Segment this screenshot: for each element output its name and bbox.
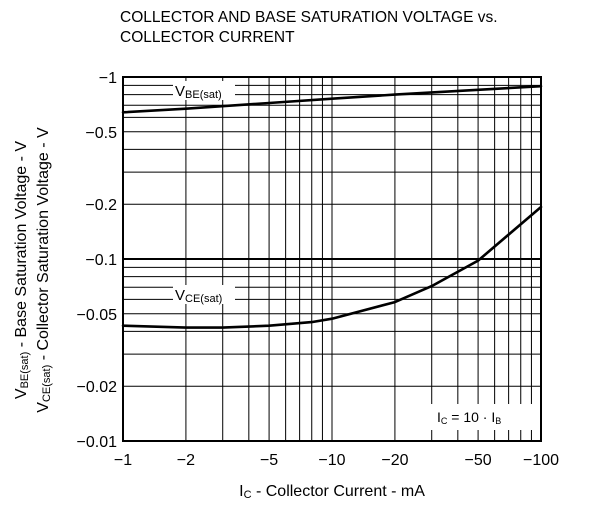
series-label-bg: [173, 81, 235, 100]
y-tick-label: −0.01: [77, 434, 118, 451]
annotation-bg: [430, 404, 534, 430]
chart-title: COLLECTOR AND BASE SATURATION VOLTAGE vs…: [120, 8, 498, 48]
y-tick-label: −0.2: [85, 197, 117, 214]
x-tick-label: −100: [523, 452, 559, 469]
labels: VBE(sat) VCE(sat) IC = 10 · IB IC - Collect…: [13, 81, 534, 501]
plot-frame: [122, 76, 542, 442]
curves: [121, 84, 543, 329]
y-axis-label-vce: VCE(sat) - Collector Saturation Voltage …: [35, 127, 53, 413]
x-tick-label: −1: [114, 452, 132, 469]
series-line-vbe-sat: [121, 84, 543, 114]
y-tick-label: −0.1: [85, 252, 117, 269]
y-tick-label: −0.02: [77, 379, 118, 396]
y-tick-label: −1: [99, 70, 117, 87]
tick-labels: −1 −2 −5 −10 −20 −50 −100 −1 −0.5 −0.2 −0.1 −0.05 −0…: [77, 70, 560, 469]
x-tick-label: −50: [465, 452, 492, 469]
y-axis-label-vbe: VBE(sat) - Base Saturation Voltage - V: [13, 141, 31, 399]
series-label-bg: [173, 285, 235, 304]
chart-title-line-1: COLLECTOR AND BASE SATURATION VOLTAGE vs…: [120, 9, 498, 26]
x-axis-label: IC - Collector Current - mA: [239, 483, 425, 501]
grid: [122, 76, 542, 442]
x-tick-label: −10: [318, 452, 345, 469]
y-tick-label: −0.05: [77, 307, 118, 324]
x-tick-label: −5: [260, 452, 278, 469]
x-tick-label: −20: [381, 452, 408, 469]
x-tick-label: −2: [177, 452, 195, 469]
series-label-vbe-sat: VBE(sat): [175, 83, 222, 101]
y-tick-label: −0.5: [85, 125, 117, 142]
series-line-vce-sat: [121, 205, 543, 329]
annotation-ic-ib: IC = 10 · IB: [437, 409, 501, 426]
series-label-vce-sat: VCE(sat): [175, 287, 222, 305]
chart-title-line-2: COLLECTOR CURRENT: [120, 29, 295, 46]
